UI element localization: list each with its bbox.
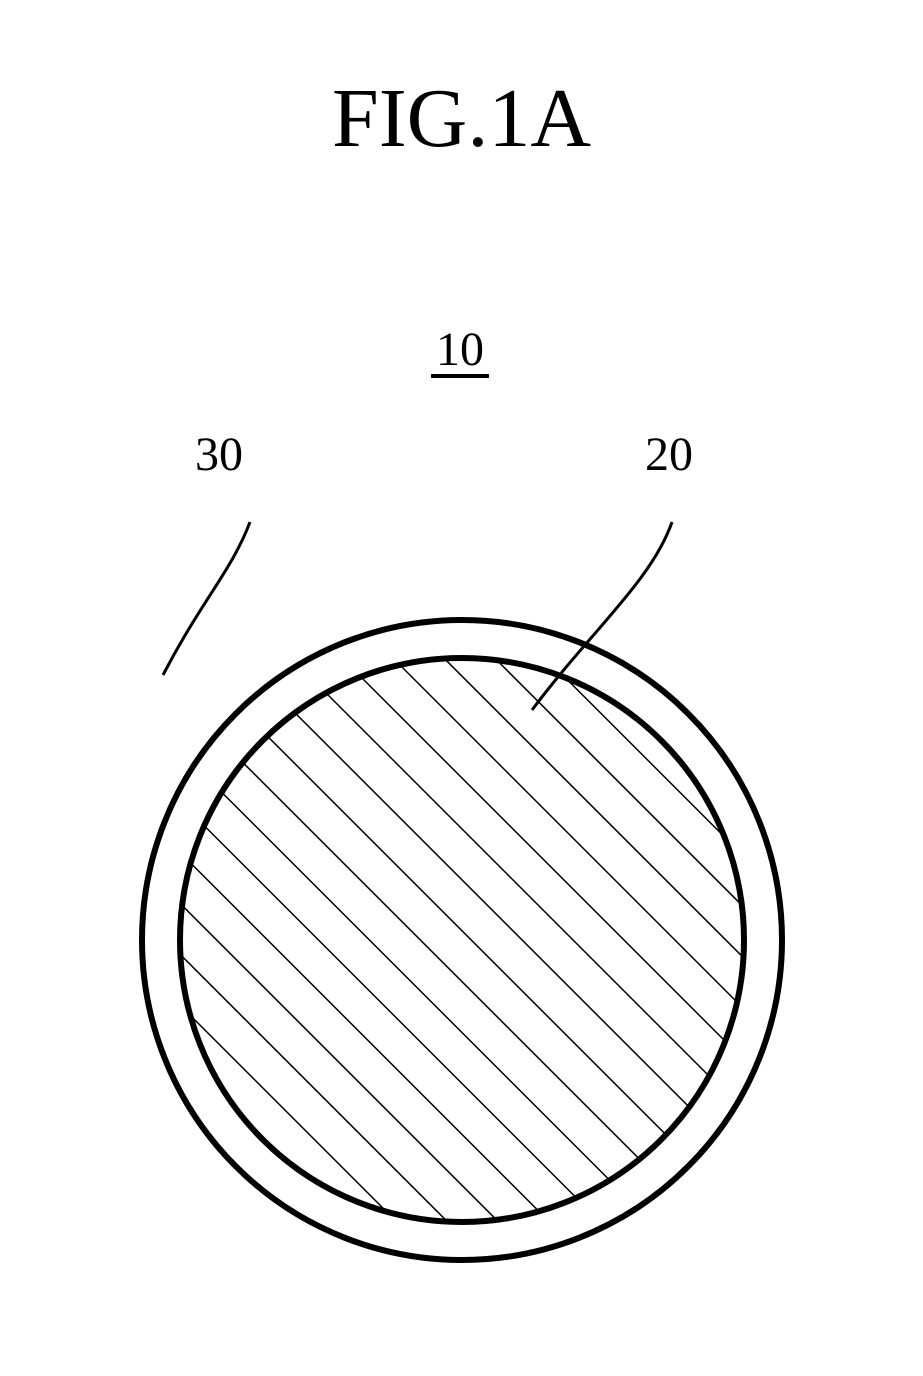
assembly-label-underline [431, 374, 489, 378]
figure-title: FIG.1A [0, 70, 923, 167]
page: FIG.1A 10 30 20 [0, 0, 923, 1376]
leader-30 [163, 522, 250, 675]
assembly-label: 10 [400, 322, 520, 377]
cross-section-diagram [112, 480, 812, 1300]
callout-label-20: 20 [645, 427, 693, 482]
callout-label-30: 30 [195, 427, 243, 482]
